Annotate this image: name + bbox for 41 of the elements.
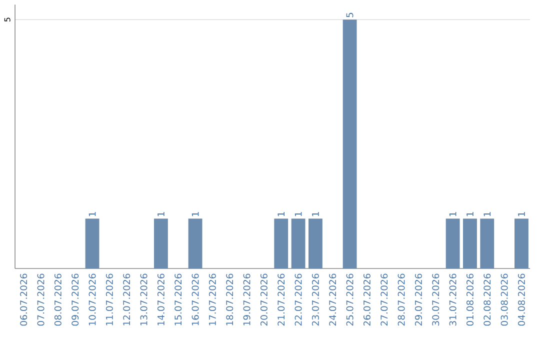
x-tick-label: 24.07.2026 <box>329 274 336 326</box>
data-label: 5 <box>346 12 354 18</box>
x-tick-label: 13.07.2026 <box>140 274 148 326</box>
x-tick-label: 22.07.2026 <box>294 274 302 326</box>
data-label: 1 <box>278 212 285 216</box>
x-tick-label: 23.07.2026 <box>312 274 319 326</box>
x-tick-label: 03.08.2026 <box>500 274 508 326</box>
x-tick-label: 15.07.2026 <box>174 274 182 326</box>
x-tick-label: 16.07.2026 <box>192 274 199 326</box>
x-tick-label: 26.07.2026 <box>363 274 370 326</box>
data-label: 1 <box>518 212 525 216</box>
x-tick-label: 20.07.2026 <box>260 274 268 326</box>
x-tick-label: 06.07.2026 <box>20 274 28 326</box>
data-label: 1 <box>466 212 474 216</box>
x-tick-label: 08.07.2026 <box>54 274 62 326</box>
x-tick-label: 29.07.2026 <box>414 274 422 326</box>
x-tick-label: 27.07.2026 <box>380 274 388 326</box>
x-tick-label: 14.07.2026 <box>157 274 164 326</box>
data-label: 1 <box>192 212 199 216</box>
x-tick-label: 31.07.2026 <box>449 274 456 326</box>
x-tick-label: 11.07.2026 <box>106 274 113 326</box>
x-tick-label: 10.07.2026 <box>88 274 96 326</box>
x-tick-label: 30.07.2026 <box>432 274 440 326</box>
x-tick-label: 07.07.2026 <box>37 274 44 326</box>
x-tick-label: 28.07.2026 <box>398 274 405 326</box>
data-label: 1 <box>312 212 319 216</box>
x-tick-label: 19.07.2026 <box>243 274 250 326</box>
x-tick-label: 02.08.2026 <box>484 274 491 326</box>
x-tick-label: 18.07.2026 <box>226 274 234 326</box>
data-label: 1 <box>484 212 491 216</box>
data-label: 1 <box>88 212 96 216</box>
data-label: 1 <box>449 212 456 216</box>
x-tick-label: 04.08.2026 <box>518 274 525 326</box>
x-tick-label: 21.07.2026 <box>278 274 285 326</box>
x-tick-label: 17.07.2026 <box>208 274 216 326</box>
x-tick-label: 01.08.2026 <box>466 274 474 326</box>
data-label: 1 <box>294 212 302 216</box>
x-tick-label: 25.07.2026 <box>346 274 354 326</box>
x-tick-label: 09.07.2026 <box>72 274 79 326</box>
data-label: 1 <box>158 212 164 216</box>
x-tick-label: 12.07.2026 <box>123 274 130 326</box>
